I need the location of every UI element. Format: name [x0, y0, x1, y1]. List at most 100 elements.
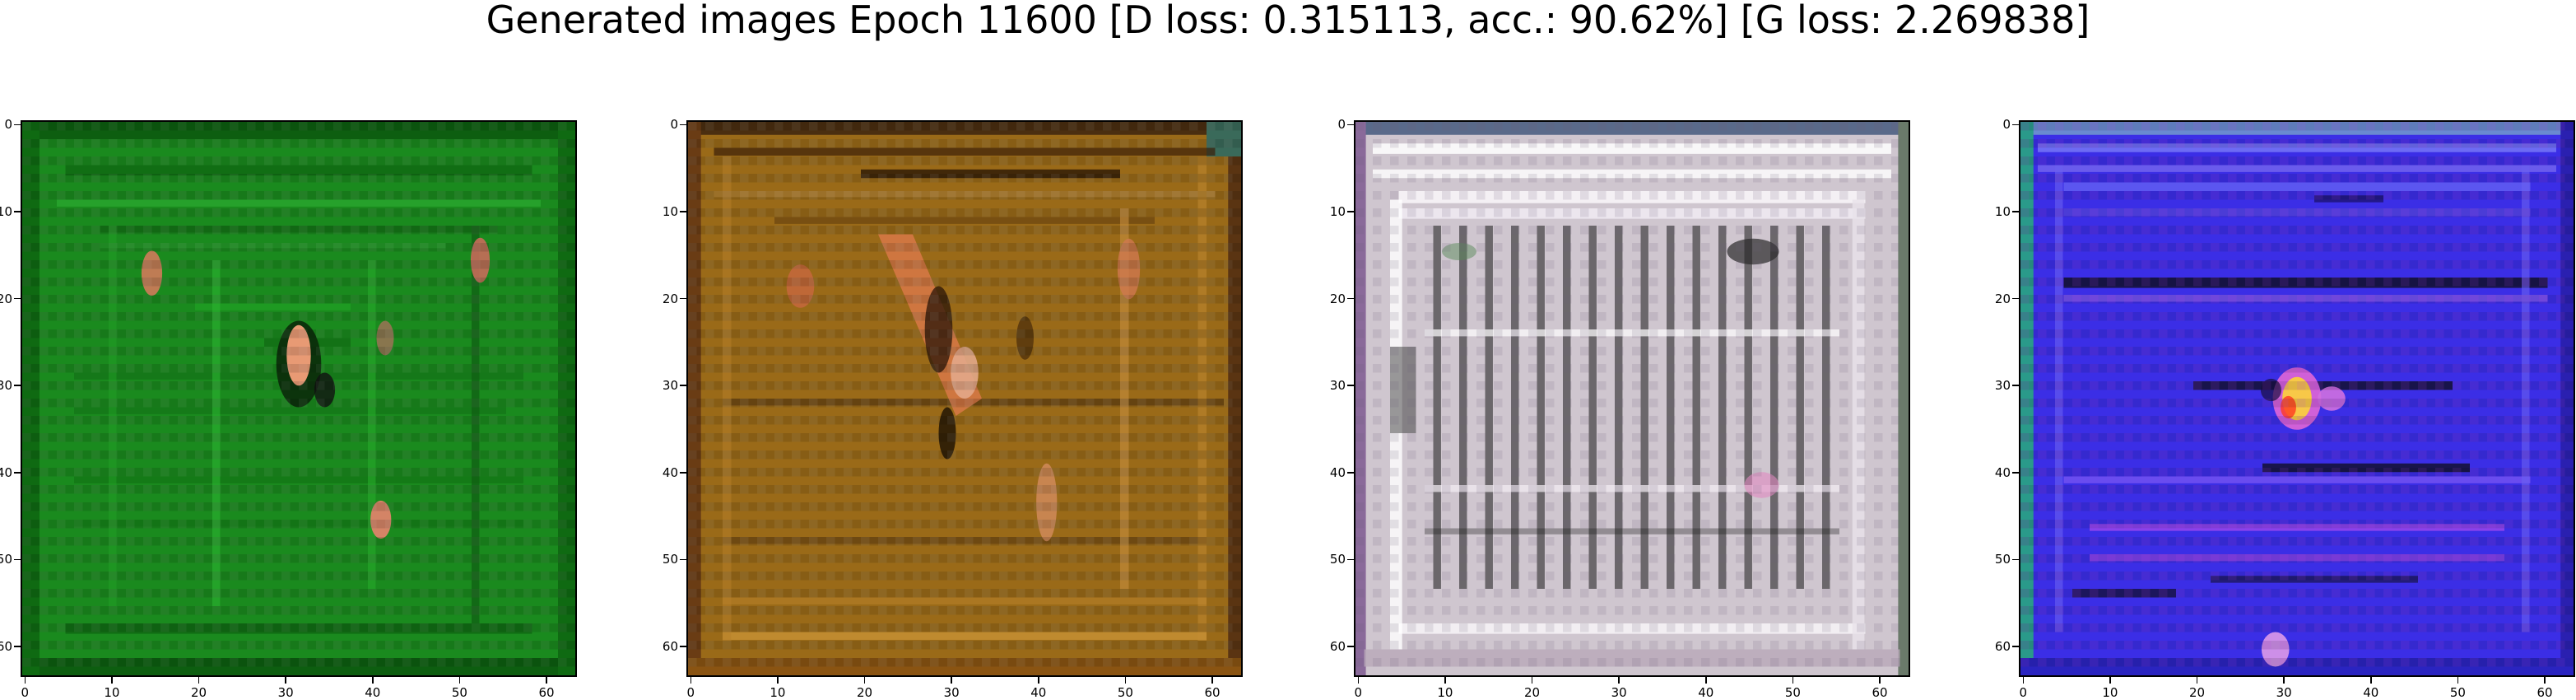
y-tick-label: 60 [1329, 639, 1346, 655]
x-tick-mark [1357, 677, 1360, 684]
x-tick-mark [2457, 677, 2459, 684]
y-tick-mark [1347, 472, 1354, 474]
figure-title: Generated images Epoch 11600 [D loss: 0.… [486, 0, 2090, 42]
y-tick-mark [14, 558, 21, 561]
x-tick-label: 10 [2102, 685, 2118, 700]
y-tick-mark [1347, 558, 1354, 561]
x-tick-label: 30 [2276, 685, 2292, 700]
y-tick-mark [680, 297, 686, 300]
y-tick-label: 40 [0, 464, 12, 480]
x-tick-label: 50 [2449, 685, 2466, 700]
x-tick-label: 20 [1523, 685, 1541, 700]
x-tick-mark [372, 677, 374, 684]
x-tick-mark [1531, 677, 1533, 684]
y-tick-mark [680, 646, 686, 647]
y-tick-label: 20 [1329, 291, 1346, 306]
x-tick-mark [1879, 677, 1881, 684]
x-tick-mark [1618, 677, 1620, 684]
x-tick-label: 0 [21, 685, 30, 700]
y-tick-mark [2012, 646, 2019, 647]
x-tick-mark [546, 677, 547, 684]
y-tick-mark [1347, 124, 1354, 126]
x-tick-mark [2283, 677, 2285, 684]
y-tick-label: 10 [662, 203, 678, 219]
y-tick-mark [1347, 646, 1354, 647]
y-tick-mark [680, 211, 686, 212]
y-tick-label: 50 [1994, 552, 2011, 567]
y-tick-label: 0 [2002, 117, 2011, 133]
generated-image-4 [2019, 120, 2575, 677]
x-tick-label: 60 [2536, 685, 2553, 700]
y-tick-mark [680, 558, 686, 561]
x-tick-mark [2109, 677, 2111, 684]
y-tick-label: 0 [670, 117, 678, 133]
y-tick-label: 50 [0, 552, 12, 567]
y-tick-mark [1347, 211, 1354, 212]
y-tick-label: 50 [1329, 552, 1346, 567]
x-tick-label: 10 [770, 685, 786, 700]
x-tick-label: 60 [1872, 685, 1888, 700]
y-tick-label: 30 [1994, 378, 2011, 394]
x-tick-mark [458, 677, 461, 684]
x-tick-label: 0 [1354, 685, 1363, 700]
y-tick-mark [680, 385, 686, 386]
x-tick-mark [1211, 677, 1213, 684]
y-tick-mark [1347, 297, 1354, 300]
y-tick-label: 0 [1337, 117, 1346, 133]
x-tick-mark [2544, 677, 2546, 684]
x-tick-label: 40 [1698, 685, 1714, 700]
y-tick-mark [2012, 472, 2019, 474]
x-tick-label: 30 [943, 685, 960, 700]
y-tick-label: 60 [0, 639, 12, 655]
y-tick-mark [14, 472, 21, 474]
x-tick-label: 20 [856, 685, 873, 700]
generated-image-2 [686, 120, 1243, 677]
y-tick-mark [2012, 385, 2019, 386]
y-tick-label: 10 [0, 203, 12, 219]
y-tick-label: 30 [1329, 378, 1346, 394]
y-tick-mark [14, 297, 21, 300]
y-tick-mark [14, 646, 21, 647]
x-tick-mark [1124, 677, 1127, 684]
x-tick-mark [2022, 677, 2025, 684]
y-tick-label: 40 [1329, 464, 1346, 480]
x-tick-mark [24, 677, 26, 684]
x-tick-mark [1792, 677, 1794, 684]
x-tick-mark [1038, 677, 1039, 684]
y-tick-mark [2012, 124, 2019, 126]
x-tick-label: 0 [2019, 685, 2028, 700]
x-tick-label: 20 [190, 685, 207, 700]
x-tick-mark [863, 677, 866, 684]
x-tick-label: 30 [277, 685, 294, 700]
y-tick-mark [2012, 558, 2019, 561]
y-tick-mark [14, 211, 21, 212]
x-tick-mark [198, 677, 200, 684]
x-tick-label: 30 [1611, 685, 1627, 700]
x-tick-label: 50 [1784, 685, 1801, 700]
x-tick-label: 60 [1204, 685, 1221, 700]
subplot-3: 0 10 20 30 40 50 60 0 10 20 30 40 50 60 [1330, 117, 1910, 700]
x-tick-mark [1444, 677, 1446, 684]
y-tick-label: 50 [662, 552, 678, 567]
y-tick-label: 30 [662, 378, 678, 394]
x-tick-mark [1705, 677, 1707, 684]
x-tick-mark [777, 677, 779, 684]
generated-image-1 [21, 120, 577, 677]
x-tick-label: 20 [2188, 685, 2206, 700]
x-tick-label: 50 [451, 685, 467, 700]
subplot-1: 0 10 20 30 40 50 60 0 10 20 30 40 50 60 [0, 117, 577, 700]
x-tick-mark [111, 677, 113, 684]
y-tick-label: 30 [0, 378, 12, 394]
y-tick-label: 0 [4, 117, 12, 133]
y-tick-mark [14, 385, 21, 386]
y-tick-label: 40 [662, 464, 678, 480]
y-tick-mark [2012, 297, 2019, 300]
y-tick-mark [14, 124, 21, 126]
subplot-4: 0 10 20 30 40 50 60 0 10 20 30 40 50 60 [1995, 117, 2575, 700]
generated-image-3 [1354, 120, 1910, 677]
x-tick-label: 10 [1437, 685, 1453, 700]
x-tick-mark [951, 677, 952, 684]
x-tick-mark [285, 677, 286, 684]
y-tick-mark [1347, 385, 1354, 386]
y-tick-label: 10 [1994, 203, 2011, 219]
